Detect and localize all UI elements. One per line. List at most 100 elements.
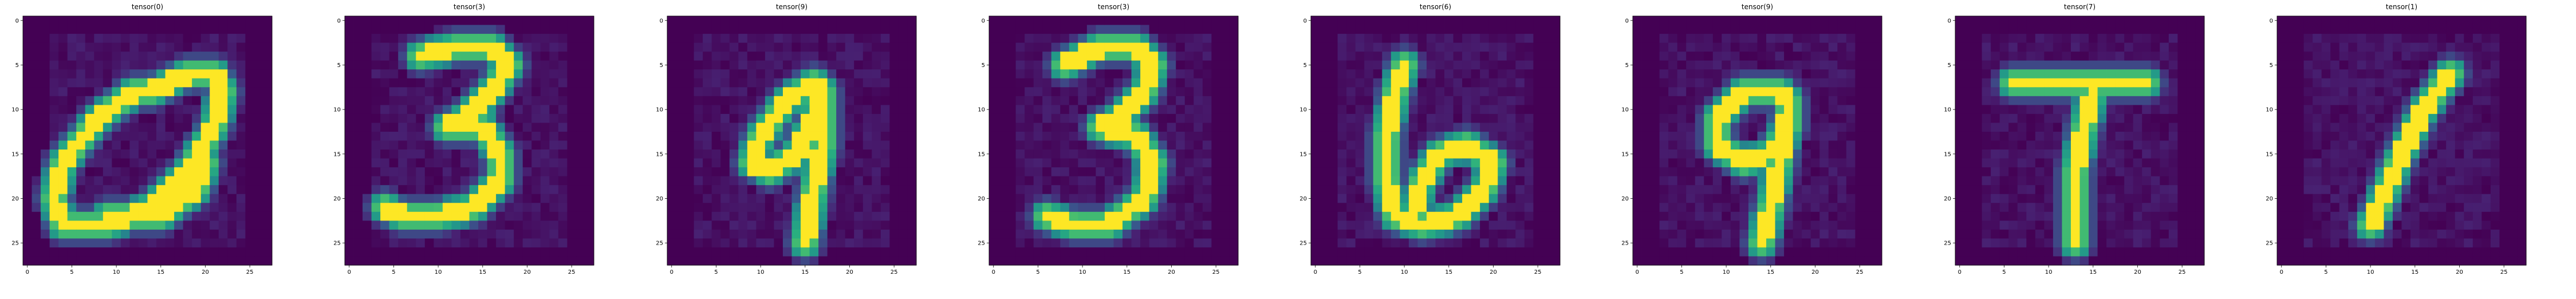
heatmap-cell	[1453, 69, 1463, 79]
heatmap-cell	[747, 140, 757, 150]
heatmap-cell	[872, 42, 881, 52]
heatmap-cell	[1060, 42, 1070, 52]
heatmap-cell	[747, 229, 757, 239]
heatmap-cell	[1337, 256, 1347, 266]
heatmap-cell	[998, 52, 1007, 61]
y-tick-label: 20	[978, 196, 985, 202]
heatmap-cell	[496, 167, 506, 177]
heatmap-cell	[129, 221, 139, 230]
heatmap-cell	[1757, 131, 1767, 141]
heatmap-cell	[694, 42, 703, 52]
heatmap-cell	[1033, 34, 1043, 44]
heatmap-cell	[531, 25, 541, 34]
heatmap-cell	[67, 229, 77, 239]
heatmap-cell	[1096, 78, 1105, 88]
heatmap-cell	[505, 256, 514, 266]
heatmap-cell	[549, 140, 559, 150]
heatmap-cell	[685, 96, 695, 105]
heatmap-cell	[478, 60, 487, 70]
heatmap-cell	[1033, 52, 1043, 61]
heatmap-cell	[1140, 131, 1150, 141]
heatmap-cell	[1462, 150, 1472, 159]
heatmap-cell	[1051, 167, 1061, 177]
heatmap-cell	[1515, 16, 1525, 25]
heatmap-cell	[1211, 221, 1221, 230]
heatmap-cell	[1524, 194, 1534, 203]
heatmap-cell	[58, 247, 68, 257]
heatmap-cell	[676, 167, 686, 177]
heatmap-cell	[496, 158, 506, 168]
heatmap-cell	[49, 194, 59, 203]
heatmap-cell	[353, 69, 363, 79]
heatmap-cell	[23, 123, 32, 132]
heatmap-cell	[540, 194, 550, 203]
heatmap-cell	[676, 60, 686, 70]
heatmap-cell	[1659, 42, 1669, 52]
heatmap-cell	[676, 247, 686, 257]
heatmap-cell	[103, 194, 112, 203]
heatmap-cell	[1542, 150, 1551, 159]
heatmap-cell	[1435, 105, 1445, 115]
heatmap-cell	[872, 211, 881, 221]
heatmap-cell	[585, 158, 594, 168]
heatmap-cell	[1784, 34, 1794, 44]
heatmap-cell	[1149, 167, 1159, 177]
heatmap-cell	[156, 60, 166, 70]
heatmap-cell	[872, 167, 881, 177]
heatmap-cell	[218, 256, 228, 266]
heatmap-cell	[791, 229, 801, 239]
heatmap-cell	[49, 113, 59, 123]
heatmap-cell	[1149, 185, 1159, 195]
heatmap-cell	[112, 42, 121, 52]
heatmap-cell	[1999, 16, 2009, 25]
heatmap-cell	[1651, 238, 1660, 248]
heatmap-cell	[703, 185, 712, 195]
heatmap-cell	[1668, 69, 1678, 79]
heatmap-cell	[1051, 52, 1061, 61]
heatmap-cell	[263, 229, 273, 239]
heatmap-cell	[1846, 185, 1856, 195]
heatmap-cell	[1346, 194, 1356, 203]
heatmap-cell	[1757, 158, 1767, 168]
heatmap-cell	[747, 25, 757, 34]
heatmap-cell	[1471, 96, 1480, 105]
heatmap-cell	[685, 247, 695, 257]
heatmap-cell	[1651, 52, 1660, 61]
heatmap-cell	[1524, 25, 1534, 34]
heatmap-cell	[416, 158, 426, 168]
heatmap-cell	[585, 105, 594, 115]
heatmap-cell	[2079, 34, 2089, 44]
heatmap-cell	[120, 69, 130, 79]
heatmap-cell	[1382, 113, 1392, 123]
heatmap-cell	[567, 203, 577, 213]
heatmap-cell	[1149, 247, 1159, 257]
heatmap-cell	[1873, 52, 1882, 61]
heatmap-cell	[1515, 150, 1525, 159]
heatmap-cell	[58, 221, 68, 230]
heatmap-cell	[1837, 167, 1847, 177]
heatmap-cell	[254, 25, 263, 34]
heatmap-cell	[1167, 176, 1176, 186]
heatmap-cell	[2186, 42, 2196, 52]
heatmap-cell	[1846, 42, 1856, 52]
heatmap-cell	[845, 238, 854, 248]
heatmap-cell	[774, 167, 783, 177]
heatmap-cell	[1766, 229, 1775, 239]
heatmap-cell	[1855, 221, 1865, 230]
heatmap-cell	[1846, 167, 1856, 177]
heatmap-cell	[1426, 42, 1436, 52]
heatmap-cell	[1131, 247, 1141, 257]
heatmap-cell	[112, 211, 121, 221]
heatmap-cell	[738, 185, 748, 195]
heatmap-cell	[872, 96, 881, 105]
heatmap-cell	[880, 25, 890, 34]
heatmap-cell	[1641, 96, 1651, 105]
heatmap-cell	[210, 42, 219, 52]
heatmap-cell	[129, 203, 139, 213]
heatmap-cell	[889, 60, 899, 70]
heatmap-cell	[907, 176, 917, 186]
heatmap-cell	[1659, 105, 1669, 115]
heatmap-cell	[765, 229, 774, 239]
heatmap-cell	[531, 105, 541, 115]
heatmap-cell	[1060, 52, 1070, 61]
